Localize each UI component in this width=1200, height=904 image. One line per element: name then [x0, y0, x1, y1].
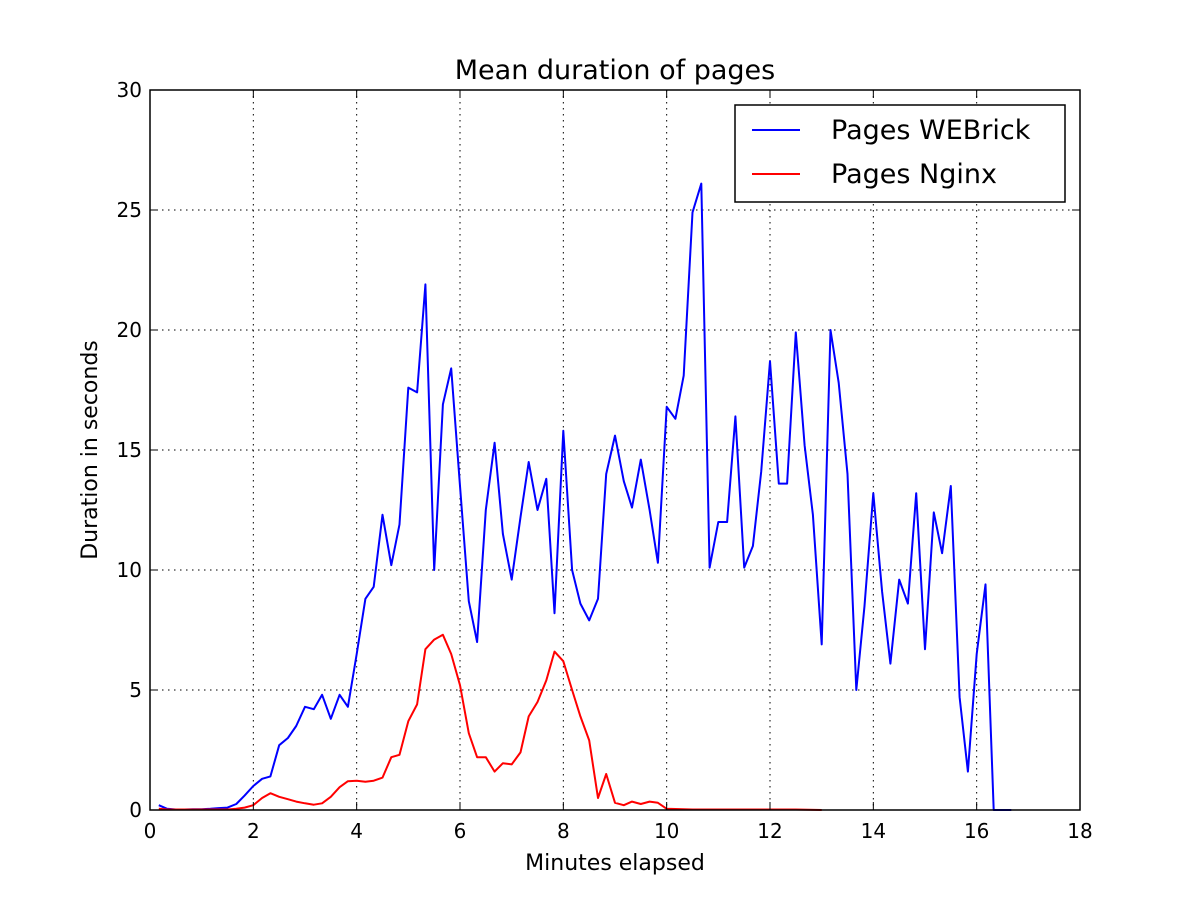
x-tick-label: 18: [1067, 819, 1092, 843]
series-lines: [158, 182, 1012, 811]
series-line-webrick: [158, 182, 1012, 811]
grid-lines: [150, 90, 1080, 810]
legend-label-webrick: Pages WEBrick: [831, 115, 1031, 146]
y-tick-label: 5: [129, 678, 142, 702]
x-tick-label: 16: [964, 819, 989, 843]
x-tick-label: 8: [557, 819, 570, 843]
y-tick-label: 25: [117, 198, 142, 222]
x-tick-label: 0: [144, 819, 157, 843]
x-tick-label: 6: [454, 819, 467, 843]
x-tick-label: 12: [757, 819, 782, 843]
x-tick-label: 14: [861, 819, 886, 843]
legend: Pages WEBrick Pages Nginx: [734, 104, 1066, 203]
x-tick-label: 2: [247, 819, 260, 843]
axis-ticks: 0 2 4 6 8 10 12 14 16 18 0 5 10 15 20 25 30: [117, 78, 1093, 843]
y-tick-label: 20: [117, 318, 142, 342]
y-tick-label: 15: [117, 438, 142, 462]
y-tick-label: 10: [117, 558, 142, 582]
chart-title: Mean duration of pages: [455, 55, 775, 86]
legend-box: [734, 104, 1066, 203]
x-tick-label: 10: [654, 819, 679, 843]
x-tick-label: 4: [350, 819, 363, 843]
x-axis-label: Minutes elapsed: [525, 851, 705, 876]
y-tick-label: 0: [129, 798, 142, 822]
y-axis-label: Duration in seconds: [78, 340, 103, 560]
legend-label-nginx: Pages Nginx: [831, 159, 997, 190]
y-tick-label: 30: [117, 78, 142, 102]
series-line-nginx: [158, 633, 822, 811]
